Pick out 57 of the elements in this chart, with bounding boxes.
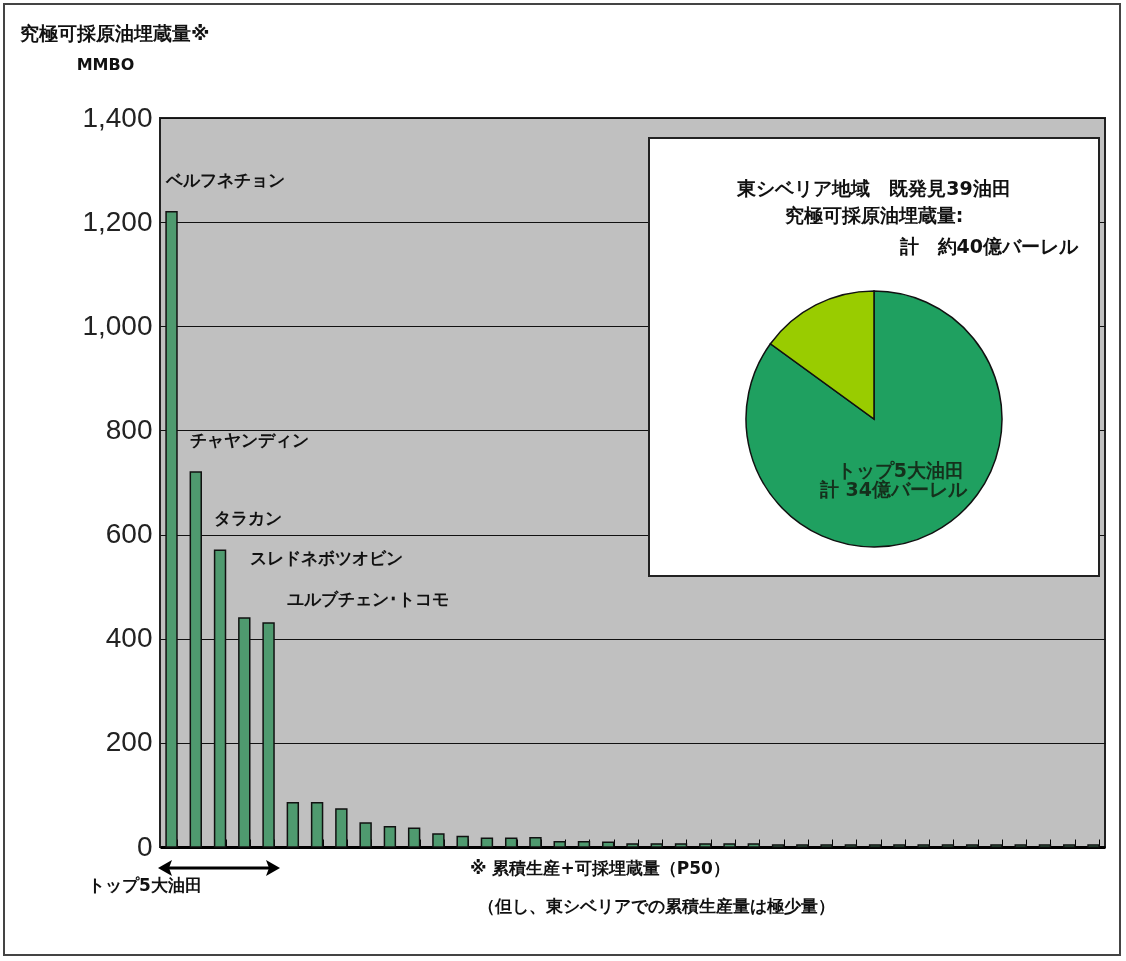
bar xyxy=(771,844,785,848)
bar xyxy=(699,843,712,848)
y-tick-label: 1,000 xyxy=(82,309,153,341)
bar xyxy=(383,825,397,848)
y-tick-label: 200 xyxy=(105,726,153,758)
slice-label: トップ5大油田 xyxy=(836,458,964,481)
y-tick-label: 1,200 xyxy=(82,205,153,237)
chart-title: 究極可採原油埋蔵量※ xyxy=(20,22,210,44)
chart-subtitle: 究極可採原油埋蔵量: xyxy=(784,204,964,226)
bar xyxy=(893,844,906,848)
bar xyxy=(602,841,615,848)
y-tick-label: 0 xyxy=(136,830,153,862)
bar xyxy=(335,808,348,848)
bar xyxy=(407,827,421,848)
bar xyxy=(650,843,663,848)
bar xyxy=(529,836,542,848)
pie-slice xyxy=(745,290,1003,548)
annotation: 計 約40億バーレル xyxy=(899,234,1078,259)
bar xyxy=(1014,844,1027,848)
bar xyxy=(1087,844,1100,848)
bar xyxy=(796,844,809,848)
text: ※ 累積生産+可採埋蔵量（P50） xyxy=(470,857,730,880)
annotation: タラカン xyxy=(214,508,283,529)
bar xyxy=(941,844,955,848)
text: （但し、東シベリアでの累積生産量は極少量） xyxy=(478,895,835,918)
bar xyxy=(310,801,324,848)
bar xyxy=(553,841,566,848)
bar xyxy=(456,835,469,848)
chart-title: 東シベリア地域 既発見39油田 xyxy=(736,177,1011,199)
bar xyxy=(868,844,882,848)
y-tick-label: 600 xyxy=(105,518,153,550)
bar xyxy=(480,837,494,848)
y-axis-title: MMBO xyxy=(76,54,135,74)
bar xyxy=(917,844,930,848)
bar xyxy=(577,841,591,848)
annotation: ベルフネチョン xyxy=(164,169,285,190)
bar xyxy=(626,843,639,848)
bar xyxy=(674,843,688,848)
bar xyxy=(844,844,858,848)
y-tick-label: 800 xyxy=(105,413,153,445)
bar xyxy=(990,844,1003,848)
bar xyxy=(1063,844,1076,848)
bar xyxy=(504,837,518,848)
bar xyxy=(965,844,979,848)
bar xyxy=(820,844,833,848)
y-tick-label: 400 xyxy=(105,622,153,654)
bar xyxy=(747,843,761,848)
annotation: ユルブチェン･トコモ xyxy=(286,589,449,610)
annotation: スレドネボツオビン xyxy=(250,547,404,568)
y-tick-label: 1,400 xyxy=(82,101,153,133)
bar xyxy=(359,822,372,848)
annotation: チャヤンディン xyxy=(189,430,309,451)
bar xyxy=(432,833,445,848)
bar xyxy=(723,843,736,848)
text: トップ5大油田 xyxy=(88,874,202,897)
bar xyxy=(286,801,300,848)
bar xyxy=(1038,844,1052,848)
